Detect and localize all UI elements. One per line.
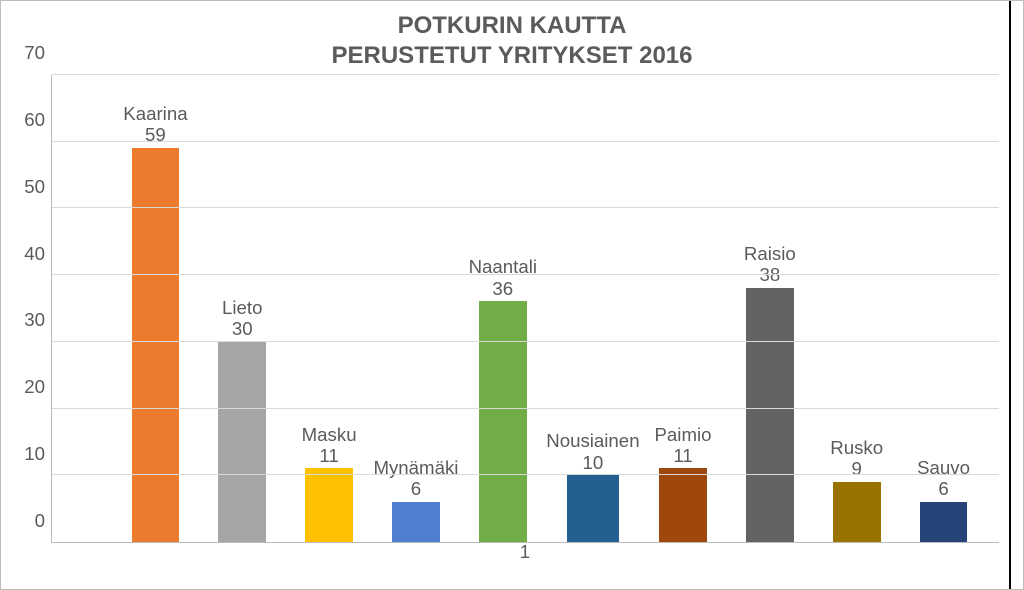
bar-label: Naantali36 xyxy=(469,256,537,299)
gridline xyxy=(52,207,999,208)
x-axis-center-tick: 1 xyxy=(51,541,999,563)
bar xyxy=(218,341,266,542)
bar xyxy=(392,502,440,542)
bar-value-label: 6 xyxy=(917,478,970,499)
bar-slot: Masku11 xyxy=(286,74,373,542)
bar-value-label: 9 xyxy=(830,458,883,479)
bar-label: Mynämäki6 xyxy=(373,457,458,500)
plot: 010203040506070 Kaarina59Lieto30Masku11M… xyxy=(13,75,1011,565)
bar-slot: Kaarina59 xyxy=(112,74,199,542)
bar-label: Raisio38 xyxy=(744,243,796,286)
gridline xyxy=(52,274,999,275)
y-tick-label: 10 xyxy=(24,443,45,465)
bars-group: Kaarina59Lieto30Masku11Mynämäki6Naantali… xyxy=(52,75,999,542)
y-tick-label: 40 xyxy=(24,243,45,265)
bar-category-label: Raisio xyxy=(744,243,796,264)
bar-label: Masku11 xyxy=(302,424,357,467)
bar xyxy=(659,468,707,542)
bar-slot: Mynämäki6 xyxy=(373,74,460,542)
y-tick-label: 60 xyxy=(24,109,45,131)
bar-label: Sauvo6 xyxy=(917,457,970,500)
bar-value-label: 11 xyxy=(654,445,711,466)
bar-label: Paimio11 xyxy=(654,424,711,467)
bar-value-label: 11 xyxy=(302,445,357,466)
y-tick-label: 0 xyxy=(35,510,45,532)
chart-title-line1: POTKURIN KAUTTA xyxy=(13,11,1011,41)
bar-category-label: Rusko xyxy=(830,437,883,458)
y-tick-label: 20 xyxy=(24,376,45,398)
gridline xyxy=(52,74,999,75)
gridline xyxy=(52,474,999,475)
bar-label: Lieto30 xyxy=(222,297,262,340)
bar-slot: Raisio38 xyxy=(726,74,813,542)
gridline xyxy=(52,408,999,409)
bar-category-label: Kaarina xyxy=(123,103,187,124)
bar-category-label: Paimio xyxy=(654,424,711,445)
bar-value-label: 59 xyxy=(123,124,187,145)
bar-value-label: 30 xyxy=(222,318,262,339)
bar-slot: Sauvo6 xyxy=(900,74,987,542)
bar-value-label: 36 xyxy=(469,278,537,299)
bar-category-label: Nousiainen xyxy=(546,430,639,451)
bar-value-label: 10 xyxy=(546,452,639,473)
gridline xyxy=(52,141,999,142)
bar-category-label: Lieto xyxy=(222,297,262,318)
bar-value-label: 6 xyxy=(373,478,458,499)
bar-slot: Paimio11 xyxy=(640,74,727,542)
y-tick-label: 70 xyxy=(24,42,45,64)
bar xyxy=(920,502,968,542)
bar xyxy=(833,482,881,542)
gridline xyxy=(52,341,999,342)
bar-slot: Nousiainen10 xyxy=(546,74,639,542)
chart-title-line2: PERUSTETUT YRITYKSET 2016 xyxy=(13,41,1011,71)
bar xyxy=(567,475,618,542)
bar xyxy=(305,468,353,542)
bar-label: Kaarina59 xyxy=(123,103,187,146)
chart-container: POTKURIN KAUTTA PERUSTETUT YRITYKSET 201… xyxy=(0,0,1024,590)
bar-category-label: Masku xyxy=(302,424,357,445)
bar-slot: Naantali36 xyxy=(459,74,546,542)
bar-slot: Lieto30 xyxy=(199,74,286,542)
chart-title: POTKURIN KAUTTA PERUSTETUT YRITYKSET 201… xyxy=(13,11,1011,71)
y-tick-label: 50 xyxy=(24,176,45,198)
y-axis: 010203040506070 xyxy=(13,75,51,565)
y-tick-label: 30 xyxy=(24,309,45,331)
bar-slot: Rusko9 xyxy=(813,74,900,542)
right-crop-overlay xyxy=(1009,1,1023,589)
bar xyxy=(746,288,794,542)
plot-area: Kaarina59Lieto30Masku11Mynämäki6Naantali… xyxy=(51,75,999,543)
bar xyxy=(479,301,527,542)
bar-label: Nousiainen10 xyxy=(546,430,639,473)
bar-value-label: 38 xyxy=(744,264,796,285)
